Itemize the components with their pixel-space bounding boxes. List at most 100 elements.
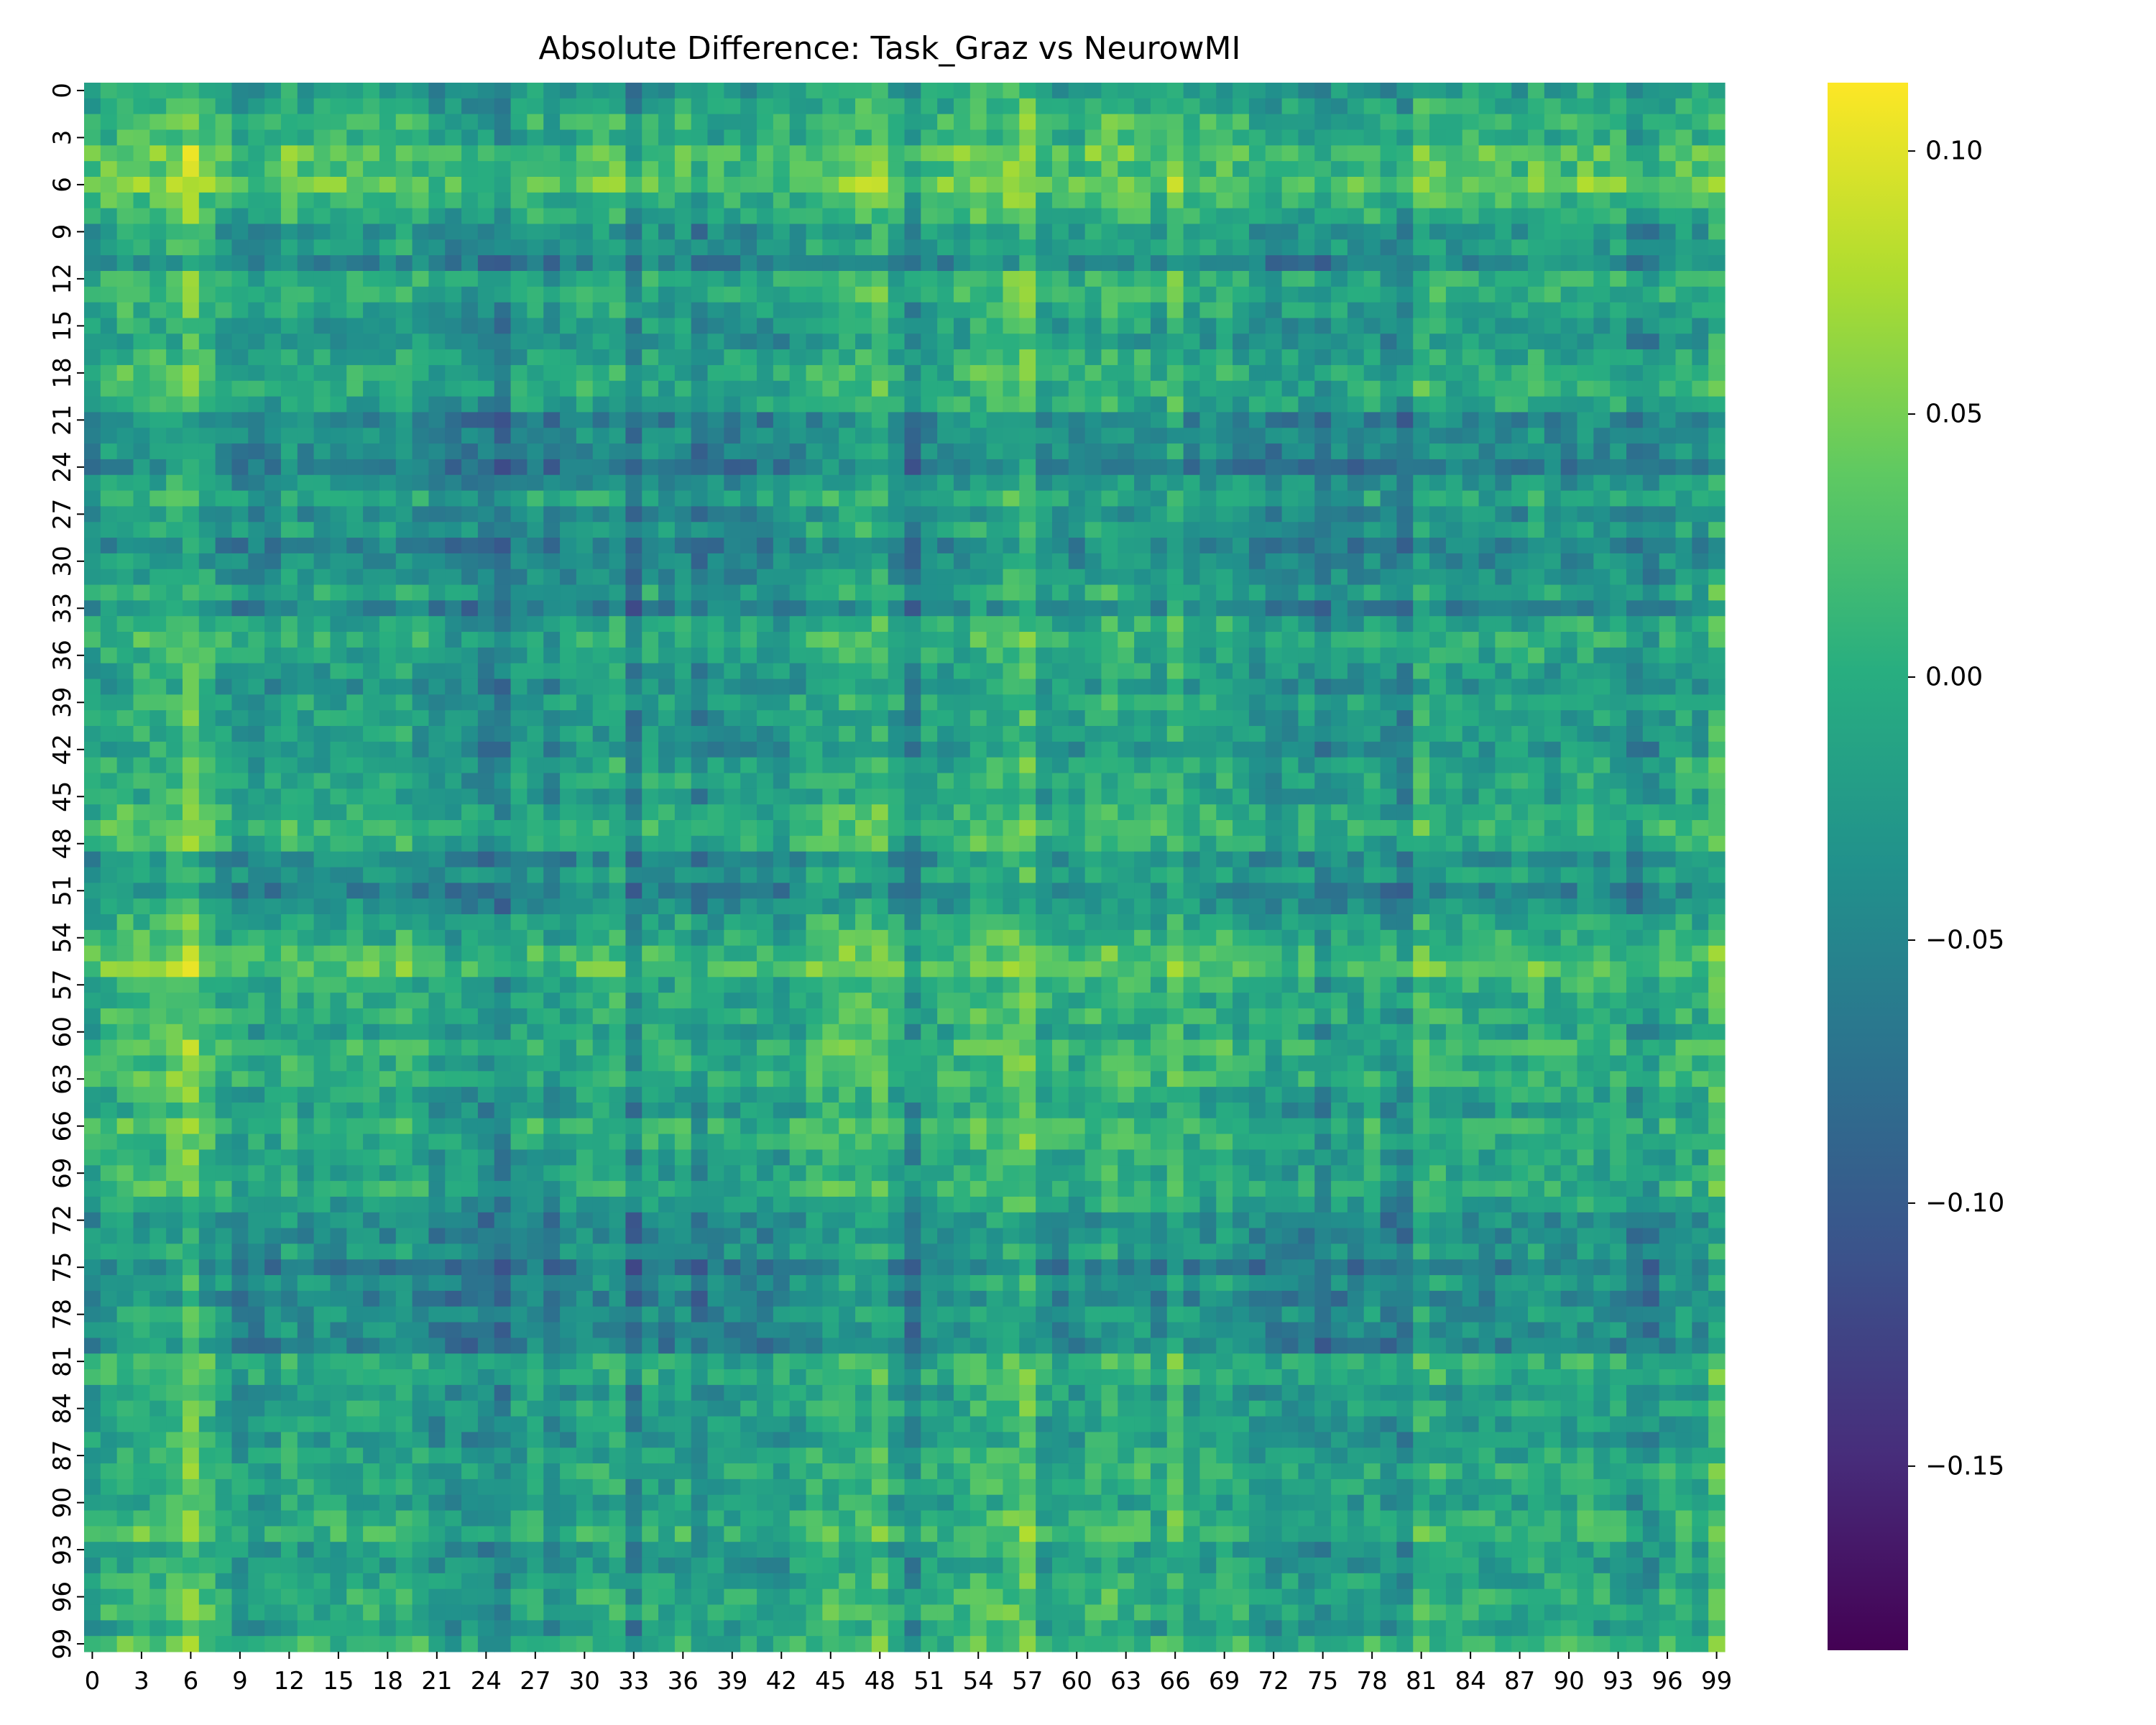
heatmap-cell [1659, 584, 1677, 601]
heatmap-cell [806, 506, 823, 523]
heatmap-cell [445, 522, 462, 538]
heatmap-cell [84, 192, 101, 209]
heatmap-cell [806, 286, 823, 303]
heatmap-cell [560, 632, 577, 648]
heatmap-cell [1347, 239, 1365, 256]
heatmap-cell [592, 600, 610, 617]
heatmap-cell [543, 710, 561, 727]
heatmap-cell [198, 364, 216, 382]
heatmap-cell [888, 239, 906, 256]
heatmap-cell [313, 224, 331, 240]
heatmap-cell [921, 412, 938, 428]
heatmap-cell [1036, 851, 1053, 868]
heatmap-cell [1478, 302, 1496, 319]
heatmap-cell [986, 380, 1004, 397]
heatmap-cell [855, 773, 872, 789]
heatmap-cell [313, 443, 331, 460]
heatmap-cell [724, 83, 741, 99]
heatmap-cell [904, 83, 921, 99]
heatmap-cell [773, 553, 791, 570]
heatmap-cell [1183, 522, 1201, 538]
heatmap-cell [707, 804, 724, 821]
heatmap-cell [757, 804, 774, 821]
heatmap-cell [1642, 851, 1660, 868]
heatmap-cell [477, 773, 495, 789]
heatmap-cell [592, 726, 610, 742]
heatmap-cell [1068, 224, 1086, 240]
heatmap-cell [379, 710, 397, 727]
heatmap-cell [182, 161, 200, 178]
heatmap-cell [642, 83, 659, 99]
heatmap-cell [527, 632, 544, 648]
heatmap-cell [428, 726, 446, 742]
heatmap-cell [724, 161, 741, 178]
heatmap-cell [1445, 773, 1463, 789]
heatmap-cell [757, 255, 774, 272]
heatmap-cell [937, 569, 954, 586]
heatmap-cell [1413, 632, 1430, 648]
heatmap-cell [1380, 286, 1397, 303]
heatmap-cell [1593, 835, 1611, 852]
heatmap-cell [100, 302, 118, 319]
heatmap-cell [691, 632, 709, 648]
heatmap-cell [461, 443, 479, 460]
heatmap-cell [1363, 255, 1381, 272]
heatmap-cell [1478, 553, 1496, 570]
heatmap-cell [1610, 741, 1627, 758]
heatmap-cell [969, 616, 987, 632]
heatmap-cell [1708, 364, 1726, 382]
heatmap-cell [1560, 98, 1578, 115]
heatmap-cell [904, 176, 921, 193]
heatmap-cell [149, 459, 167, 476]
heatmap-cell [1036, 490, 1053, 507]
heatmap-cell [84, 114, 101, 131]
heatmap-cell [428, 694, 446, 711]
heatmap-cell [231, 255, 249, 272]
heatmap-cell [1577, 364, 1594, 382]
heatmap-cell [921, 569, 938, 586]
heatmap-cell [1675, 616, 1692, 632]
heatmap-cell [658, 349, 676, 366]
heatmap-cell [1331, 98, 1348, 115]
heatmap-cell [363, 129, 380, 146]
heatmap-cell [1183, 584, 1201, 601]
heatmap-cell [855, 538, 872, 554]
heatmap-cell [412, 428, 430, 444]
heatmap-cell [806, 694, 823, 711]
heatmap-cell [839, 83, 856, 99]
heatmap-cell [1347, 757, 1365, 774]
heatmap-cell [313, 647, 331, 664]
heatmap-cell [1036, 584, 1053, 601]
heatmap-cell [855, 647, 872, 664]
heatmap-cell [248, 710, 265, 727]
heatmap-cell [1118, 145, 1135, 162]
heatmap-cell [986, 616, 1004, 632]
heatmap-cell [1642, 788, 1660, 805]
heatmap-cell [1068, 302, 1086, 319]
heatmap-cell [1462, 553, 1480, 570]
heatmap-cell [412, 788, 430, 805]
heatmap-cell [806, 364, 823, 382]
heatmap-cell [1347, 255, 1365, 272]
heatmap-cell [789, 349, 807, 366]
heatmap-cell [806, 678, 823, 695]
heatmap-cell [937, 349, 954, 366]
heatmap-cell [116, 632, 134, 648]
heatmap-cell [609, 616, 626, 632]
heatmap-cell [280, 773, 298, 789]
heatmap-cell [1084, 553, 1102, 570]
heatmap-cell [773, 129, 791, 146]
heatmap-cell [1577, 788, 1594, 805]
heatmap-cell [855, 757, 872, 774]
heatmap-cell [986, 726, 1004, 742]
heatmap-cell [1036, 647, 1053, 664]
heatmap-cell [1233, 773, 1250, 789]
heatmap-cell [1413, 318, 1430, 334]
heatmap-cell [1380, 538, 1397, 554]
heatmap-cell [609, 286, 626, 303]
heatmap-cell [248, 632, 265, 648]
heatmap-cell [1084, 380, 1102, 397]
heatmap-cell [1593, 114, 1611, 131]
heatmap-cell [839, 192, 856, 209]
heatmap-cell [1413, 114, 1430, 131]
